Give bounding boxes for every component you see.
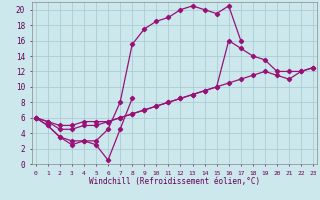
X-axis label: Windchill (Refroidissement éolien,°C): Windchill (Refroidissement éolien,°C): [89, 177, 260, 186]
